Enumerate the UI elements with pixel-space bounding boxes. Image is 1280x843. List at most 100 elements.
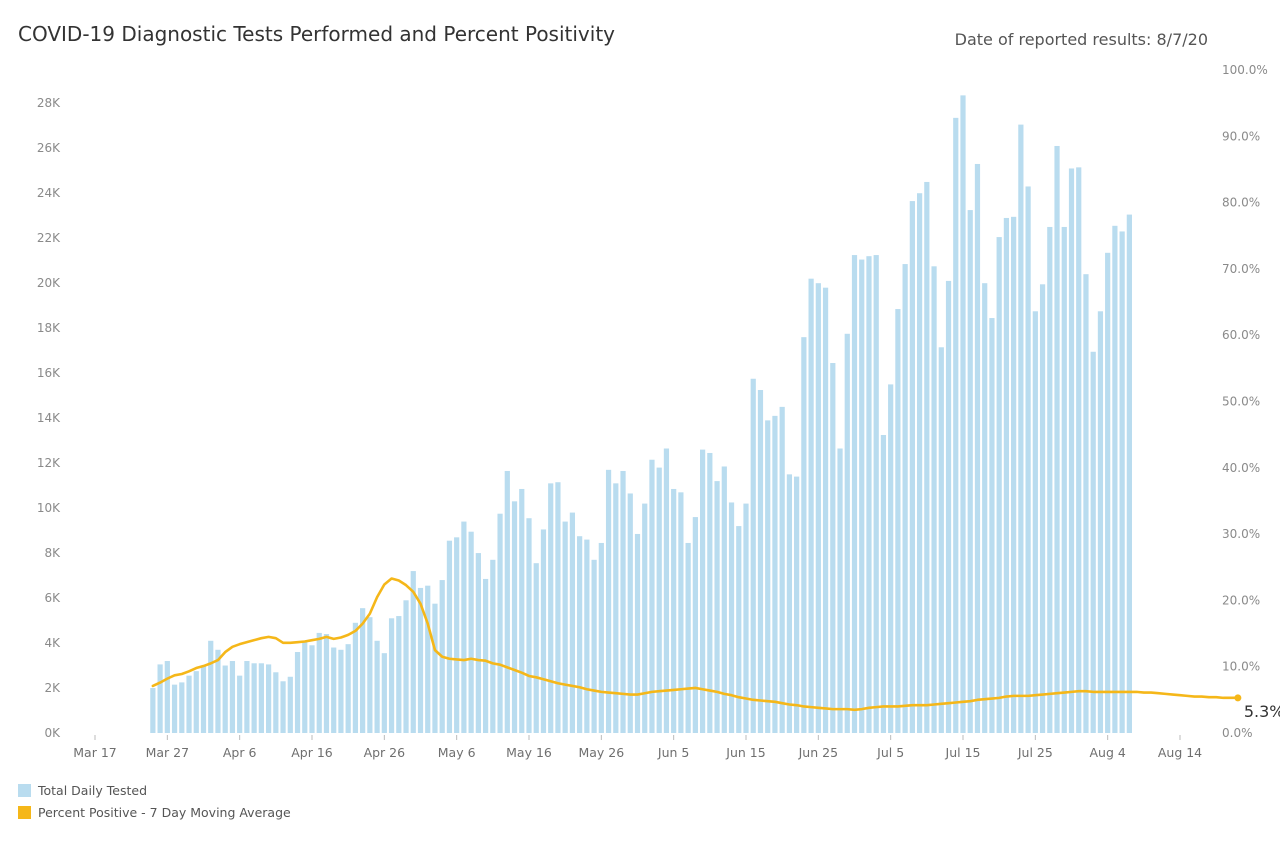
tested-bar[interactable] [692, 517, 698, 733]
tested-bar[interactable] [945, 280, 952, 733]
tested-bar[interactable] [1061, 226, 1067, 733]
tested-bar[interactable] [454, 537, 460, 733]
tested-bar[interactable] [671, 488, 677, 733]
tested-bar[interactable] [765, 420, 771, 733]
tested-bar[interactable] [989, 318, 995, 733]
tested-bar[interactable] [1083, 274, 1089, 733]
tested-bar[interactable] [1105, 252, 1111, 733]
tested-bar[interactable] [938, 347, 944, 733]
tested-bar[interactable] [266, 664, 272, 733]
tested-bar[interactable] [721, 466, 727, 733]
tested-bar[interactable] [1003, 217, 1010, 733]
tested-bar[interactable] [888, 384, 894, 733]
tested-bar[interactable] [634, 533, 641, 733]
tested-bar[interactable] [338, 649, 344, 733]
tested-bar[interactable] [179, 682, 185, 733]
tested-bar[interactable] [200, 665, 207, 733]
tested-bar[interactable] [1090, 351, 1096, 733]
tested-bar[interactable] [895, 309, 901, 733]
tested-bar[interactable] [960, 95, 966, 734]
tested-bar[interactable] [757, 390, 764, 733]
tested-bar[interactable] [1011, 216, 1017, 733]
tested-bar[interactable] [490, 559, 496, 733]
tested-bar[interactable] [866, 256, 872, 733]
tested-bar[interactable] [822, 287, 829, 733]
positivity-end-point[interactable] [1234, 694, 1242, 702]
tested-bar[interactable] [1025, 186, 1031, 733]
legend-item-tested[interactable]: Total Daily Tested [18, 779, 291, 801]
tested-bar[interactable] [302, 641, 308, 733]
positivity-line[interactable] [151, 577, 1240, 712]
tested-bar[interactable] [591, 559, 597, 733]
tested-bar[interactable] [808, 278, 814, 733]
tested-bar[interactable] [569, 512, 576, 733]
tested-bar[interactable] [974, 163, 981, 734]
tested-bar[interactable] [287, 676, 293, 733]
tested-bar[interactable] [627, 493, 633, 733]
tested-bar[interactable] [511, 501, 518, 733]
tested-bar[interactable] [316, 632, 322, 733]
tested-bar[interactable] [1054, 145, 1060, 734]
tested-bar[interactable] [700, 449, 706, 733]
tested-bar[interactable] [555, 482, 561, 733]
tested-bar[interactable] [280, 681, 286, 733]
tested-bar[interactable] [432, 603, 438, 733]
tested-bar[interactable] [743, 503, 749, 733]
tested-bar[interactable] [403, 600, 409, 733]
tested-bar[interactable] [815, 283, 821, 733]
tested-bar[interactable] [504, 470, 510, 733]
tested-bar[interactable] [309, 645, 315, 733]
tested-bar[interactable] [323, 634, 330, 733]
tested-bar[interactable] [186, 675, 192, 733]
tested-bar[interactable] [251, 663, 257, 733]
tested-bar[interactable] [367, 617, 373, 733]
tested-bar[interactable] [150, 688, 156, 733]
tested-bar[interactable] [584, 539, 590, 733]
tested-bar[interactable] [967, 210, 973, 733]
tested-bar[interactable] [519, 488, 525, 733]
tested-bar[interactable] [193, 671, 199, 733]
tested-bar[interactable] [258, 663, 264, 733]
tested-bar[interactable] [685, 542, 691, 733]
tested-bar[interactable] [917, 193, 923, 733]
tested-bar[interactable] [851, 255, 858, 733]
tested-bar[interactable] [663, 448, 670, 733]
tested-bar[interactable] [1018, 124, 1024, 734]
tested-bar[interactable] [1047, 226, 1053, 733]
tested-bar[interactable] [374, 640, 380, 733]
tested-bar[interactable] [1068, 168, 1075, 734]
tested-bar[interactable] [642, 503, 648, 733]
tested-bar[interactable] [902, 264, 908, 733]
tested-bar[interactable] [605, 469, 612, 733]
tested-bar[interactable] [331, 647, 337, 733]
tested-bar[interactable] [360, 608, 366, 733]
tested-bar[interactable] [345, 644, 351, 733]
tested-bar[interactable] [483, 578, 489, 733]
tested-bar[interactable] [714, 481, 720, 733]
tested-bar[interactable] [1119, 231, 1125, 733]
tested-bar[interactable] [497, 513, 503, 733]
tested-bar[interactable] [996, 237, 1002, 733]
tested-bar[interactable] [540, 529, 547, 733]
tested-bar[interactable] [417, 587, 424, 733]
tested-bar[interactable] [1032, 311, 1038, 733]
tested-bar[interactable] [859, 259, 865, 733]
tested-bar[interactable] [613, 483, 619, 733]
tested-bar[interactable] [786, 474, 793, 733]
tested-bar[interactable] [215, 649, 221, 733]
tested-bar[interactable] [924, 181, 930, 733]
tested-bar[interactable] [171, 684, 178, 733]
tested-bar[interactable] [461, 521, 467, 733]
tested-bar[interactable] [620, 470, 626, 733]
tested-bar[interactable] [352, 622, 359, 733]
tested-bar[interactable] [388, 618, 395, 733]
tested-bar[interactable] [1097, 311, 1104, 733]
tested-bar[interactable] [750, 378, 756, 733]
tested-bar[interactable] [728, 502, 735, 733]
tested-bar[interactable] [1076, 167, 1082, 734]
tested-bar[interactable] [707, 452, 713, 733]
tested-bar[interactable] [678, 492, 684, 733]
tested-bar[interactable] [577, 536, 583, 733]
tested-bar[interactable] [381, 653, 387, 733]
tested-bar[interactable] [982, 283, 988, 733]
